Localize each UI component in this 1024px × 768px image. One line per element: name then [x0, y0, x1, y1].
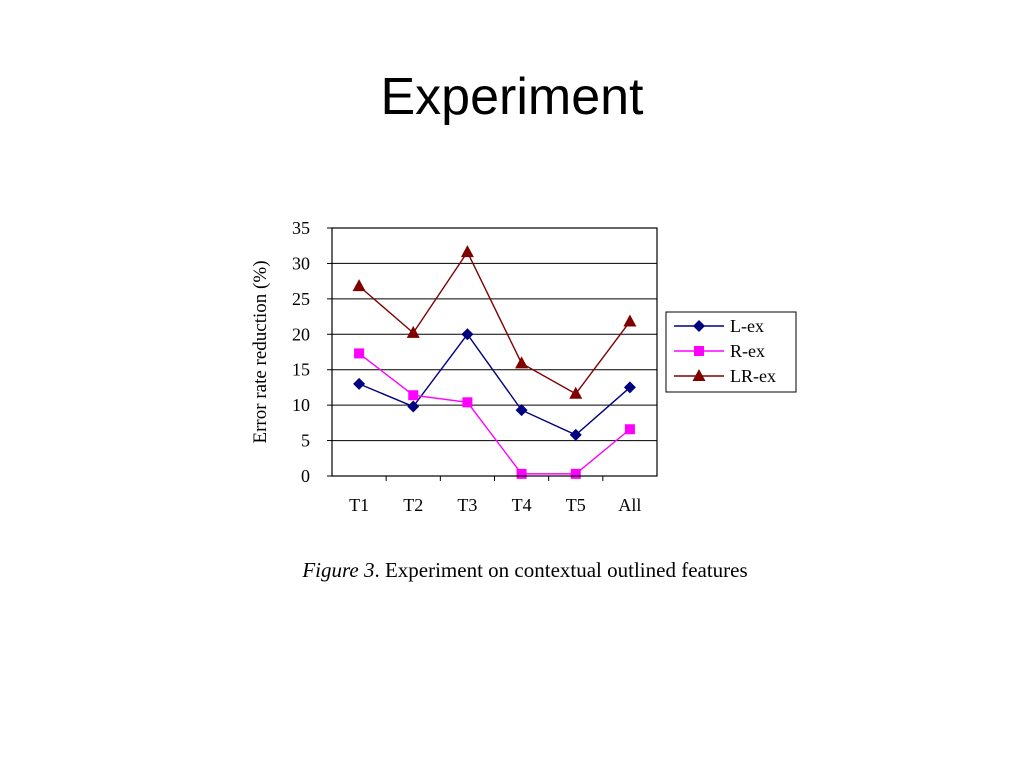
x-axis-ticks: T1 T2 T3 T4 T5 All — [349, 476, 641, 515]
x-tick-label: T2 — [403, 495, 423, 515]
data-point-r-ex — [354, 348, 365, 359]
legend-label: LR-ex — [730, 366, 776, 386]
data-point-r-ex — [516, 468, 527, 479]
data-point-l-ex — [461, 328, 474, 341]
x-tick-label: T5 — [566, 495, 586, 515]
series-line-lr-ex — [358, 250, 631, 395]
y-tick-label: 15 — [292, 360, 310, 380]
data-point-lr-ex — [623, 314, 637, 327]
series-line-r-ex — [358, 352, 631, 475]
series-line-l-ex — [358, 333, 631, 436]
y-axis-ticks: 0 5 10 15 20 25 30 35 — [292, 218, 332, 486]
data-point-lr-ex — [406, 325, 420, 338]
figure-caption-text: . Experiment on contextual outlined feat… — [374, 558, 748, 582]
x-tick-label: All — [618, 495, 641, 515]
y-tick-label: 30 — [292, 253, 310, 273]
x-tick-label: T3 — [457, 495, 477, 515]
y-tick-label: 25 — [292, 289, 310, 309]
data-point-lr-ex — [460, 245, 474, 258]
data-point-l-ex — [623, 381, 636, 394]
figure-label: Figure 3 — [302, 558, 375, 582]
y-tick-label: 0 — [301, 466, 310, 486]
chart-legend: L-ex R-ex LR-ex — [665, 311, 797, 393]
plot-frame — [331, 227, 658, 477]
legend-marker — [693, 320, 705, 332]
chart-gridlines — [332, 262, 657, 442]
data-point-r-ex — [408, 390, 419, 401]
data-point-lr-ex — [352, 279, 366, 292]
legend-marker — [692, 369, 706, 381]
data-point-l-ex — [353, 377, 366, 390]
y-axis-label: Error rate reduction (%) — [250, 260, 271, 443]
chart-series — [352, 245, 637, 479]
data-point-r-ex — [570, 468, 581, 479]
x-tick-label: T1 — [349, 495, 369, 515]
y-tick-label: 20 — [292, 324, 310, 344]
x-tick-label: T4 — [512, 495, 532, 515]
slide-title: Experiment — [380, 68, 644, 126]
legend-label: R-ex — [730, 341, 765, 361]
data-point-lr-ex — [515, 356, 529, 369]
data-point-l-ex — [515, 404, 528, 417]
data-point-lr-ex — [569, 386, 583, 399]
y-tick-label: 10 — [292, 395, 310, 415]
data-point-l-ex — [569, 428, 582, 441]
data-point-r-ex — [624, 424, 635, 435]
y-tick-label: 5 — [301, 431, 310, 451]
legend-marker — [694, 346, 704, 356]
figure-caption: Figure 3. Experiment on contextual outli… — [0, 558, 1024, 583]
y-tick-label: 35 — [292, 218, 310, 238]
legend-label: L-ex — [730, 316, 764, 336]
data-point-r-ex — [462, 397, 473, 408]
data-point-l-ex — [407, 400, 420, 413]
